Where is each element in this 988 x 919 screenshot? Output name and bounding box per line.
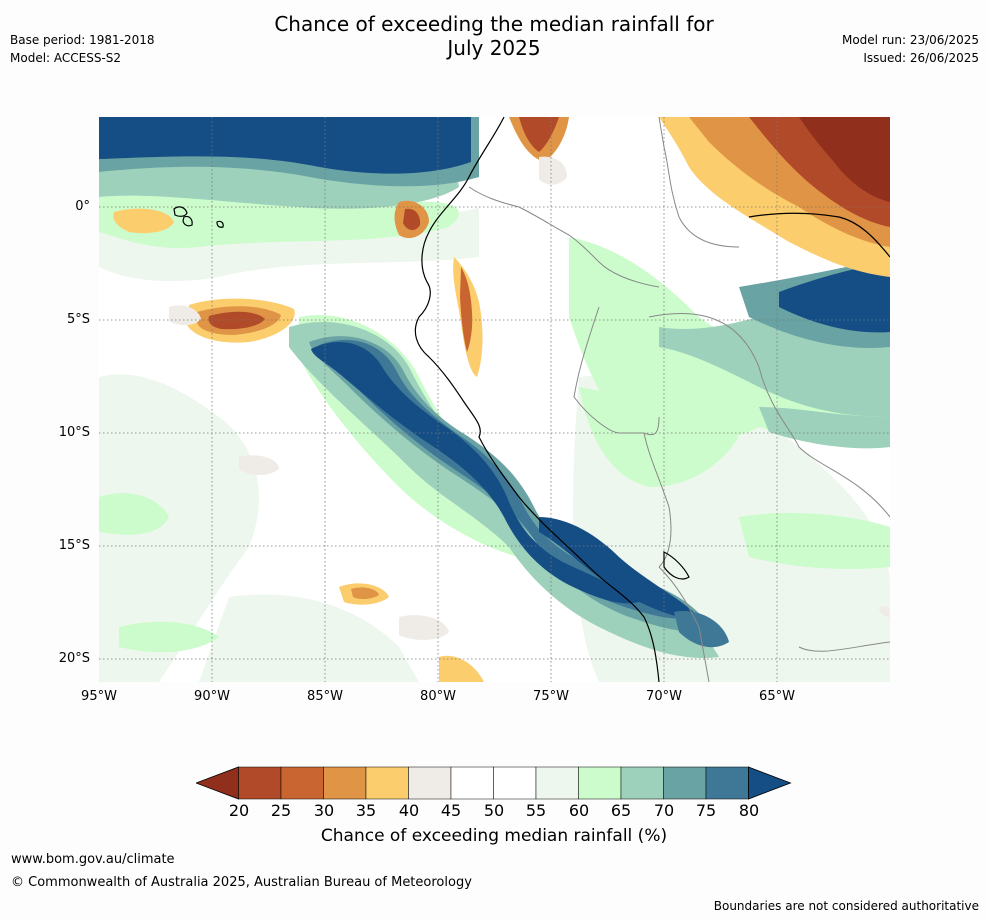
- area-40-south-1: [399, 615, 449, 640]
- area-80-coastal: [311, 342, 639, 604]
- colorbar-label-70: 70: [653, 801, 675, 820]
- footer-copyright: © Commonwealth of Australia 2025, Austra…: [11, 875, 472, 890]
- area-60-west-1: [99, 493, 169, 535]
- model-run-label: Model run: 23/06/2025: [841, 33, 979, 47]
- colorbar-segment: [238, 766, 282, 800]
- title-line-1: Chance of exceeding the median rainfall …: [274, 12, 714, 36]
- lon-tick-65w: 65°W: [759, 689, 795, 704]
- colorbar-label-40: 40: [398, 801, 420, 820]
- colorbar-label-65: 65: [610, 801, 632, 820]
- lat-tick-15s: 15°S: [58, 538, 90, 553]
- area-20-north-coast: [519, 117, 559, 152]
- colorbar: [196, 766, 792, 800]
- coastlines: [173, 117, 890, 682]
- colorbar-label-20: 20: [228, 801, 250, 820]
- area-60-south: [119, 621, 219, 653]
- colorbar-label-50: 50: [483, 801, 505, 820]
- lat-tick-10s: 10°S: [58, 425, 90, 440]
- colorbar-segment: [705, 766, 749, 800]
- colorbar-segments: [196, 766, 792, 800]
- area-35-west-north: [113, 208, 174, 234]
- border-brazil-bolivia: [648, 313, 890, 518]
- lat-tick-0: 0°: [75, 199, 90, 214]
- border-colombia-ecuador-peru: [468, 186, 660, 288]
- area-65-east-2: [759, 407, 890, 449]
- border-colombia-venezuela: [658, 117, 740, 248]
- model-label: Model: ACCESS-S2: [10, 51, 122, 65]
- area-20-ecuador: [403, 208, 421, 231]
- colorbar-segment: [450, 766, 494, 800]
- border-peru-brazil: [573, 306, 660, 436]
- colorbar-extend-high: [748, 766, 792, 800]
- area-40-north-1: [539, 156, 567, 185]
- colorbar-segment: [408, 766, 452, 800]
- coastline-amazon: [748, 212, 890, 258]
- area-20-west-blob: [208, 311, 265, 330]
- area-55-south: [199, 594, 419, 682]
- colorbar-segment: [663, 766, 707, 800]
- footer-note: Boundaries are not considered authoritat…: [713, 899, 979, 913]
- lon-tick-75w: 75°W: [533, 689, 569, 704]
- rainfall-map: [99, 117, 890, 682]
- colorbar-label-45: 45: [440, 801, 462, 820]
- area-30-south: [351, 587, 379, 600]
- area-35-southwest: [439, 655, 484, 682]
- coastline-lake-titicaca: [663, 551, 690, 580]
- lon-tick-90w: 90°W: [194, 689, 230, 704]
- colorbar-label-35: 35: [355, 801, 377, 820]
- area-25-andes: [460, 267, 473, 352]
- colorbar-segment: [535, 766, 579, 800]
- border-bolivia-peru: [643, 432, 672, 568]
- area-60-east-south: [739, 512, 890, 569]
- colorbar-segment: [280, 766, 324, 800]
- colorbar-segment: [493, 766, 537, 800]
- issued-label: Issued: 26/06/2025: [863, 51, 979, 65]
- lat-tick-20s: 20°S: [58, 651, 90, 666]
- border-bolivia-chile: [658, 566, 710, 682]
- area-60-east-mid: [579, 387, 739, 487]
- colorbar-label-30: 30: [313, 801, 335, 820]
- area-55-west: [99, 374, 259, 682]
- area-75-south-blob: [674, 611, 729, 648]
- colorbar-title: Chance of exceeding median rainfall (%): [320, 826, 668, 846]
- area-40-east-1: [879, 606, 890, 617]
- footer-url: www.bom.gov.au/climate: [11, 852, 175, 867]
- colorbar-label-75: 75: [695, 801, 717, 820]
- lon-tick-85w: 85°W: [307, 689, 343, 704]
- title-line-2: July 2025: [447, 36, 541, 60]
- area-80-north: [99, 117, 471, 174]
- base-period-label: Base period: 1981-2018: [10, 33, 155, 47]
- colorbar-label-55: 55: [525, 801, 547, 820]
- colorbar-label-25: 25: [270, 801, 292, 820]
- colorbar-label-80: 80: [738, 801, 760, 820]
- colorbar-segment: [365, 766, 409, 800]
- colorbar-segment: [578, 766, 622, 800]
- area-80-east: [779, 262, 890, 333]
- map-title: Chance of exceeding the median rainfall …: [0, 12, 988, 60]
- lon-tick-70w: 70°W: [646, 689, 682, 704]
- colorbar-label-60: 60: [568, 801, 590, 820]
- lon-tick-80w: 80°W: [420, 689, 456, 704]
- coastline-galapagos-2: [182, 215, 193, 227]
- colorbar-segment: [620, 766, 664, 800]
- area-40-south-2: [239, 455, 279, 475]
- border-bolivia-argentina: [798, 641, 890, 652]
- colorbar-segment: [323, 766, 367, 800]
- colorbar-extend-low: [196, 766, 239, 800]
- country-borders: [468, 117, 890, 682]
- coastline-galapagos-1: [173, 206, 188, 217]
- lon-tick-95w: 95°W: [81, 689, 117, 704]
- area-15-northeast: [799, 117, 890, 202]
- lat-tick-5s: 5°S: [66, 312, 90, 327]
- area-40-west-1: [169, 305, 201, 326]
- coastline-galapagos-3: [216, 220, 224, 228]
- coastline-pacific: [414, 117, 660, 682]
- area-80-south-strip: [539, 517, 699, 618]
